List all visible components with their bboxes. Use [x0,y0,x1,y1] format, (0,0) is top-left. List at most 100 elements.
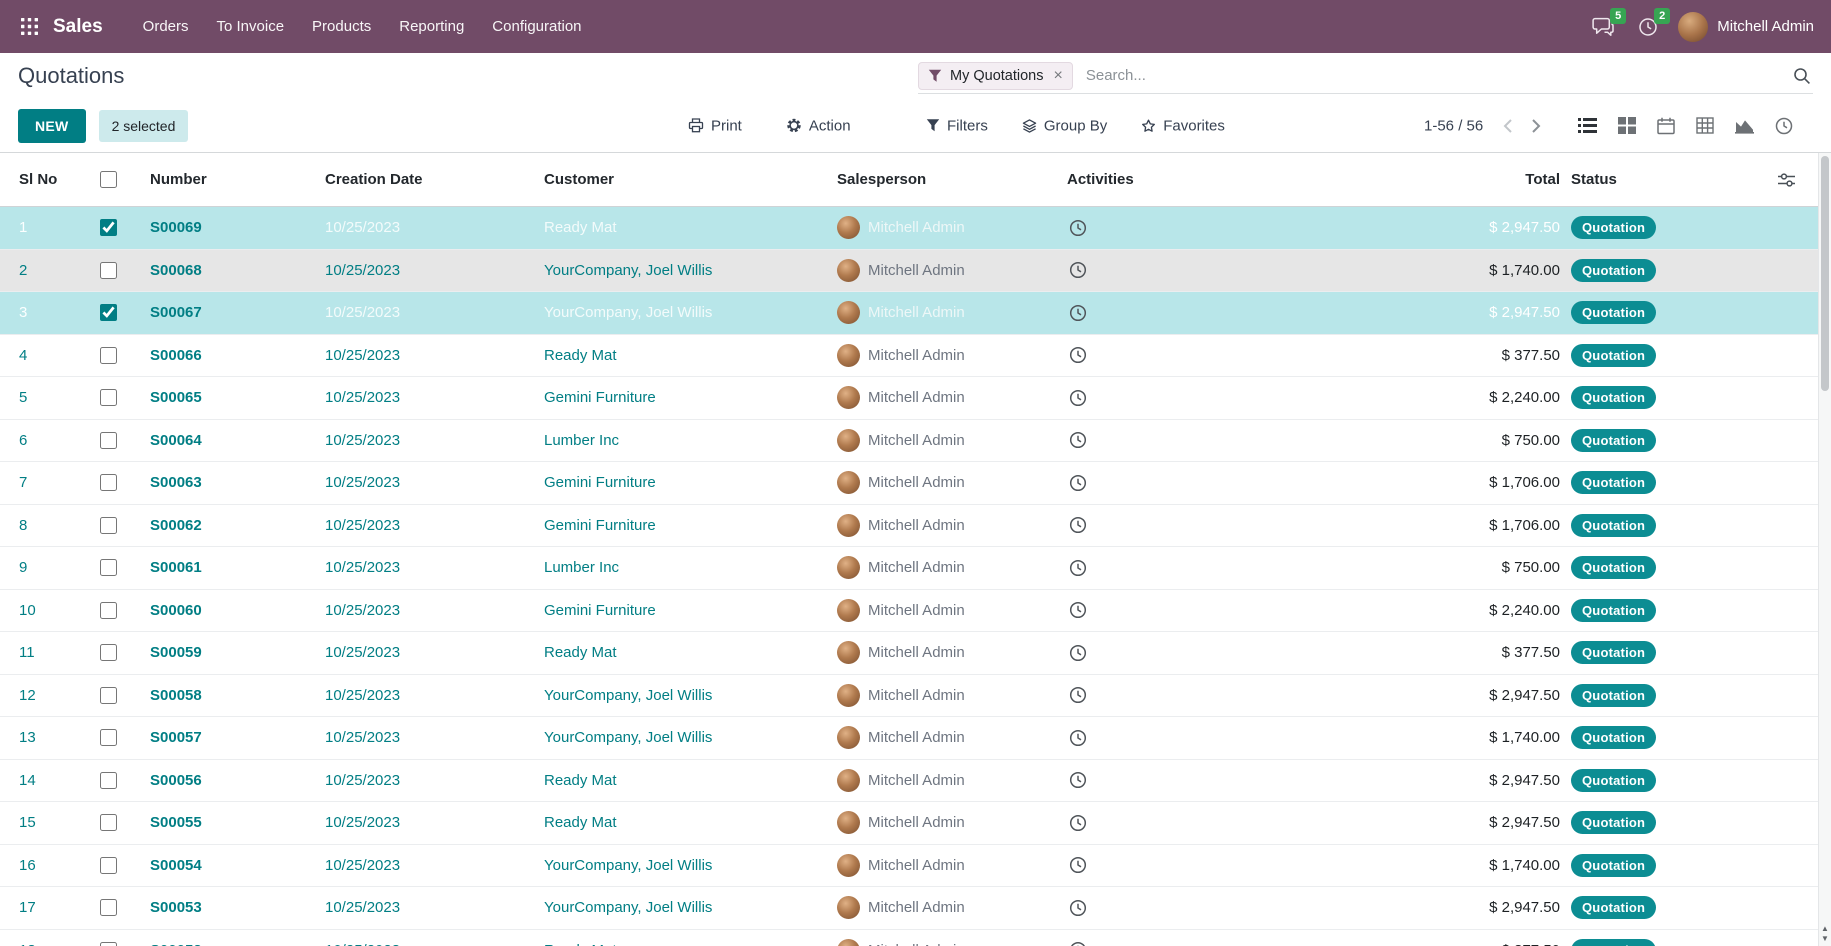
table-row[interactable]: 9 S00061 10/25/2023 Lumber Inc Mitchell … [0,547,1831,590]
row-checkbox[interactable] [100,219,117,237]
selected-count-chip[interactable]: 2 selected [98,109,189,142]
row-checkbox[interactable] [100,559,117,577]
creation-date-link[interactable]: 10/25/2023 [325,389,401,407]
header-activities[interactable]: Activities [1067,171,1134,188]
customer-link[interactable]: Ready Mat [544,771,617,789]
activity-clock-icon[interactable] [1067,684,1089,706]
activities-button[interactable]: 2 [1634,7,1671,41]
header-number[interactable]: Number [150,171,207,188]
table-row[interactable]: 3 S00067 10/25/2023 YourCompany, Joel Wi… [0,292,1831,335]
table-row[interactable]: 16 S00054 10/25/2023 YourCompany, Joel W… [0,844,1831,887]
row-checkbox[interactable] [100,644,117,662]
print-button[interactable]: Print [684,111,746,140]
action-button[interactable]: Action [782,111,855,140]
menu-orders[interactable]: Orders [142,18,189,35]
row-checkbox[interactable] [100,261,117,279]
order-number-link[interactable]: S00069 [150,219,202,237]
filter-facet[interactable]: My Quotations × [918,61,1073,90]
activity-clock-icon[interactable] [1067,429,1089,451]
creation-date-link[interactable]: 10/25/2023 [325,686,401,704]
order-number-link[interactable]: S00056 [150,771,202,789]
customer-link[interactable]: YourCompany, Joel Willis [544,304,713,322]
activity-clock-icon[interactable] [1067,217,1089,239]
order-number-link[interactable]: S00067 [150,304,202,322]
order-number-link[interactable]: S00061 [150,559,202,577]
creation-date-link[interactable]: 10/25/2023 [325,516,401,534]
customer-link[interactable]: Lumber Inc [544,431,620,449]
customer-link[interactable]: Ready Mat [544,942,617,946]
table-row[interactable]: 10 S00060 10/25/2023 Gemini Furniture Mi… [0,589,1831,632]
header-total[interactable]: Total [1525,171,1560,188]
messages-button[interactable]: 5 [1588,7,1627,41]
user-menu[interactable]: Mitchell Admin [1678,11,1814,42]
row-checkbox[interactable] [100,686,117,704]
order-number-link[interactable]: S00054 [150,856,202,874]
creation-date-link[interactable]: 10/25/2023 [325,644,401,662]
order-number-link[interactable]: S00055 [150,814,202,832]
activity-clock-icon[interactable] [1067,344,1089,366]
order-number-link[interactable]: S00063 [150,474,202,492]
table-row[interactable]: 4 S00066 10/25/2023 Ready Mat Mitchell A… [0,334,1831,377]
customer-link[interactable]: YourCompany, Joel Willis [544,899,713,917]
activity-clock-icon[interactable] [1067,259,1089,281]
customer-link[interactable]: Ready Mat [544,814,617,832]
creation-date-link[interactable]: 10/25/2023 [325,219,401,237]
creation-date-link[interactable]: 10/25/2023 [325,856,401,874]
scrollbar-thumb[interactable] [1821,156,1829,391]
activity-clock-icon[interactable] [1067,897,1089,919]
customer-link[interactable]: YourCompany, Joel Willis [544,856,713,874]
activity-clock-icon[interactable] [1067,769,1089,791]
activity-clock-icon[interactable] [1067,812,1089,834]
scroll-down-icon[interactable]: ▼ [1821,934,1829,944]
row-checkbox[interactable] [100,304,117,322]
row-checkbox[interactable] [100,346,117,364]
creation-date-link[interactable]: 10/25/2023 [325,771,401,789]
customer-link[interactable]: Ready Mat [544,219,617,237]
order-number-link[interactable]: S00066 [150,346,202,364]
order-number-link[interactable]: S00068 [150,261,202,279]
row-checkbox[interactable] [100,431,117,449]
view-kanban-button[interactable] [1616,115,1638,136]
table-row[interactable]: 1 S00069 10/25/2023 Ready Mat Mitchell A… [0,207,1831,250]
table-row[interactable]: 6 S00064 10/25/2023 Lumber Inc Mitchell … [0,419,1831,462]
group-by-button[interactable]: Group By [1018,111,1111,140]
creation-date-link[interactable]: 10/25/2023 [325,559,401,577]
row-checkbox[interactable] [100,729,117,747]
menu-configuration[interactable]: Configuration [492,18,582,35]
activity-clock-icon[interactable] [1067,854,1089,876]
scroll-up-icon[interactable]: ▲ [1821,924,1829,934]
view-graph-button[interactable] [1733,115,1756,136]
pager-next-button[interactable] [1525,116,1547,135]
app-brand[interactable]: Sales [53,15,103,37]
creation-date-link[interactable]: 10/25/2023 [325,899,401,917]
menu-products[interactable]: Products [312,18,372,35]
header-salesperson[interactable]: Salesperson [837,171,927,188]
customer-link[interactable]: YourCompany, Joel Willis [544,261,713,279]
row-checkbox[interactable] [100,474,117,492]
creation-date-link[interactable]: 10/25/2023 [325,261,401,279]
vertical-scrollbar[interactable]: ▲ ▼ [1818,153,1831,946]
row-checkbox[interactable] [100,856,117,874]
table-row[interactable]: 15 S00055 10/25/2023 Ready Mat Mitchell … [0,802,1831,845]
activity-clock-icon[interactable] [1067,472,1089,494]
table-row[interactable]: 17 S00053 10/25/2023 YourCompany, Joel W… [0,887,1831,930]
row-checkbox[interactable] [100,389,117,407]
new-button[interactable]: NEW [18,108,86,143]
table-row[interactable]: 7 S00063 10/25/2023 Gemini Furniture Mit… [0,462,1831,505]
order-number-link[interactable]: S00062 [150,516,202,534]
table-row[interactable]: 13 S00057 10/25/2023 YourCompany, Joel W… [0,717,1831,760]
table-row[interactable]: 5 S00065 10/25/2023 Gemini Furniture Mit… [0,377,1831,420]
pager-previous-button[interactable] [1497,116,1519,135]
filters-button[interactable]: Filters [922,111,992,140]
customer-link[interactable]: Gemini Furniture [544,516,656,534]
order-number-link[interactable]: S00058 [150,686,202,704]
activity-clock-icon[interactable] [1067,727,1089,749]
table-row[interactable]: 12 S00058 10/25/2023 YourCompany, Joel W… [0,674,1831,717]
apps-menu-button[interactable] [17,14,42,39]
filter-facet-remove-icon[interactable]: × [1053,66,1063,84]
activity-clock-icon[interactable] [1067,302,1089,324]
view-list-button[interactable] [1576,115,1599,136]
row-checkbox[interactable] [100,899,117,917]
activity-clock-icon[interactable] [1067,387,1089,409]
search-icon[interactable] [1791,65,1813,87]
